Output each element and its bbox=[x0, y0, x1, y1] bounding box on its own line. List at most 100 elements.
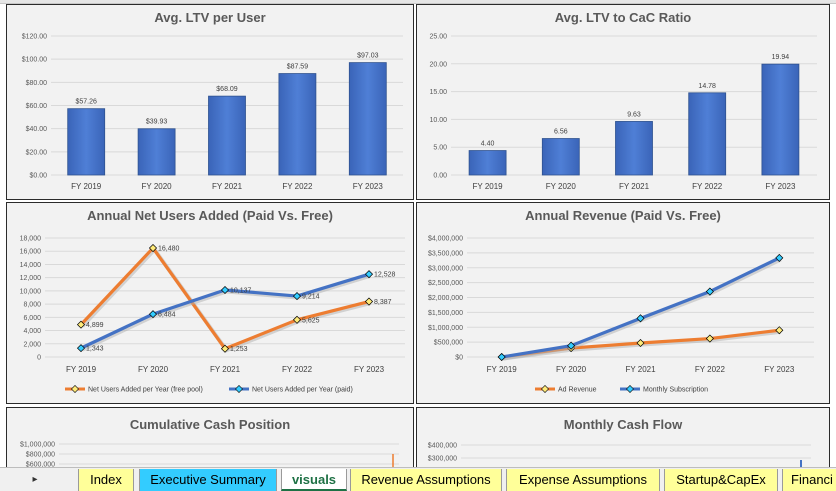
legend-label: Monthly Subscription bbox=[643, 387, 708, 394]
x-tick-label: FY 2022 bbox=[692, 182, 723, 191]
data-label: $39.93 bbox=[146, 119, 168, 126]
monthly-cash-flow-plot: $400,000 $300,000 bbox=[428, 443, 811, 467]
bar bbox=[208, 95, 246, 176]
scroll-tabs-right-icon[interactable]: ▸ bbox=[32, 474, 38, 485]
data-label: 6.56 bbox=[554, 129, 568, 136]
data-point bbox=[220, 344, 230, 353]
x-tick-label: FY 2021 bbox=[625, 365, 656, 374]
y-tick-label: $800,000 bbox=[26, 452, 55, 459]
data-label: 10,137 bbox=[230, 287, 252, 294]
data-label: 9,214 bbox=[302, 294, 320, 301]
chart-title: Cumulative Cash Position bbox=[129, 417, 291, 432]
y-tick-label: $2,500,000 bbox=[428, 280, 463, 287]
x-tick-label: FY 2022 bbox=[695, 365, 726, 374]
data-point bbox=[705, 287, 714, 296]
data-point bbox=[775, 253, 784, 262]
x-tick-label: FY 2020 bbox=[138, 365, 169, 374]
y-tick-label: 18,000 bbox=[20, 236, 42, 243]
bar bbox=[615, 121, 653, 176]
chart-ltv-to-cac-ratio[interactable]: Avg. LTV to CaC Ratio 25.00 20.00 15.00 10.… bbox=[416, 4, 830, 200]
data-point bbox=[292, 292, 302, 301]
sheet-tab-visuals[interactable]: visuals bbox=[281, 469, 347, 491]
chart-annual-net-users[interactable]: Annual Net Users Added (Paid Vs. Free) 1… bbox=[6, 202, 414, 404]
y-tick-label: $300,000 bbox=[428, 456, 457, 463]
bar bbox=[348, 62, 387, 176]
data-label: 1,343 bbox=[86, 346, 104, 353]
y-tick-label: $500,000 bbox=[434, 340, 463, 347]
data-label: 5,625 bbox=[302, 317, 320, 324]
y-tick-label: $1,000,000 bbox=[20, 442, 55, 449]
sheet-tab-revenue-assumptions[interactable]: Revenue Assumptions bbox=[350, 469, 502, 491]
chart-annual-revenue[interactable]: Annual Revenue (Paid Vs. Free) $4,000,00… bbox=[416, 202, 830, 404]
y-tick-label: 8,000 bbox=[23, 302, 41, 309]
legend-marker bbox=[626, 385, 634, 393]
y-tick-label: 0.00 bbox=[433, 173, 447, 180]
net-users-plot: 18,000 16,000 14,000 12,000 10,000 8,000 6,000… bbox=[20, 236, 405, 394]
x-tick-label: FY 2020 bbox=[556, 365, 587, 374]
y-tick-label: 15.00 bbox=[429, 89, 447, 96]
chart-monthly-cash-flow[interactable]: Monthly Cash Flow $400,000 $300,000 bbox=[416, 407, 830, 467]
bar bbox=[761, 63, 800, 176]
data-point bbox=[364, 297, 374, 306]
sheet-tab-startup-capex[interactable]: Startup&CapEx bbox=[664, 469, 778, 491]
data-label: $97.03 bbox=[357, 53, 379, 60]
x-tick-label: FY 2019 bbox=[473, 182, 504, 191]
bar bbox=[688, 92, 727, 176]
y-tick-label: $0 bbox=[455, 355, 463, 362]
data-point bbox=[567, 341, 576, 350]
sheet-tab-executive-summary[interactable]: Executive Summary bbox=[139, 469, 277, 491]
data-point bbox=[775, 326, 784, 335]
bar bbox=[67, 108, 106, 176]
bar bbox=[278, 73, 317, 176]
chart-ltv-per-user[interactable]: Avg. LTV per User $120.00 $100.00 $80.00 $6… bbox=[6, 4, 414, 200]
y-tick-label: $4,000,000 bbox=[428, 236, 463, 243]
y-tick-label: $600,000 bbox=[26, 462, 55, 468]
data-label: 4.40 bbox=[481, 141, 495, 148]
x-tick-label: FY 2019 bbox=[71, 182, 102, 191]
y-tick-label: 0 bbox=[37, 355, 41, 362]
data-label: $68.09 bbox=[216, 86, 238, 93]
data-label: 14.78 bbox=[698, 83, 716, 90]
y-tick-label: 16,000 bbox=[20, 249, 42, 256]
x-tick-label: FY 2023 bbox=[354, 365, 385, 374]
bar bbox=[468, 150, 507, 176]
data-point bbox=[497, 352, 506, 362]
y-tick-label: $400,000 bbox=[428, 443, 457, 450]
y-tick-label: $1,500,000 bbox=[428, 310, 463, 317]
cumulative-cash-plot: $1,000,000 $800,000 $600,000 bbox=[20, 442, 399, 468]
data-point bbox=[364, 270, 374, 279]
column-header-strip[interactable] bbox=[0, 0, 836, 4]
worksheet-area[interactable]: Avg. LTV per User $120.00 $100.00 $80.00 $6… bbox=[0, 0, 836, 467]
legend-marker bbox=[235, 385, 243, 393]
sheet-tab-expense-assumptions[interactable]: Expense Assumptions bbox=[506, 469, 660, 491]
x-tick-label: FY 2021 bbox=[619, 182, 650, 191]
data-point bbox=[636, 314, 645, 323]
sheet-tab-bar: ▸ Index Executive Summary visuals Revenue A… bbox=[0, 467, 836, 491]
data-label: 1,253 bbox=[230, 346, 248, 353]
y-tick-label: $60.00 bbox=[26, 103, 48, 110]
data-point bbox=[636, 338, 645, 348]
y-tick-label: $0.00 bbox=[29, 173, 47, 180]
y-tick-label: 4,000 bbox=[23, 328, 41, 335]
data-label: $57.26 bbox=[75, 99, 97, 106]
sheet-tab-index[interactable]: Index bbox=[78, 469, 134, 491]
chart-cumulative-cash[interactable]: Cumulative Cash Position $1,000,000 $800,… bbox=[6, 407, 414, 467]
y-tick-label: $120.00 bbox=[22, 34, 47, 41]
y-tick-label: $1,000,000 bbox=[428, 325, 463, 332]
x-tick-label: FY 2023 bbox=[765, 182, 796, 191]
bar bbox=[541, 138, 580, 176]
sheet-tab-financi[interactable]: Financi bbox=[782, 469, 836, 491]
chart-title: Monthly Cash Flow bbox=[563, 417, 683, 432]
data-point bbox=[148, 310, 158, 319]
x-tick-label: FY 2021 bbox=[212, 182, 243, 191]
data-point bbox=[705, 334, 714, 343]
data-label: 9.63 bbox=[627, 111, 641, 118]
data-point bbox=[76, 344, 86, 353]
x-tick-label: FY 2023 bbox=[764, 365, 795, 374]
data-point bbox=[292, 315, 302, 324]
y-tick-label: $2,000,000 bbox=[428, 295, 463, 302]
y-tick-label: 20.00 bbox=[429, 61, 447, 68]
x-tick-label: FY 2020 bbox=[546, 182, 577, 191]
data-point bbox=[220, 285, 230, 295]
legend-label: Net Users Added per Year (paid) bbox=[252, 387, 353, 394]
